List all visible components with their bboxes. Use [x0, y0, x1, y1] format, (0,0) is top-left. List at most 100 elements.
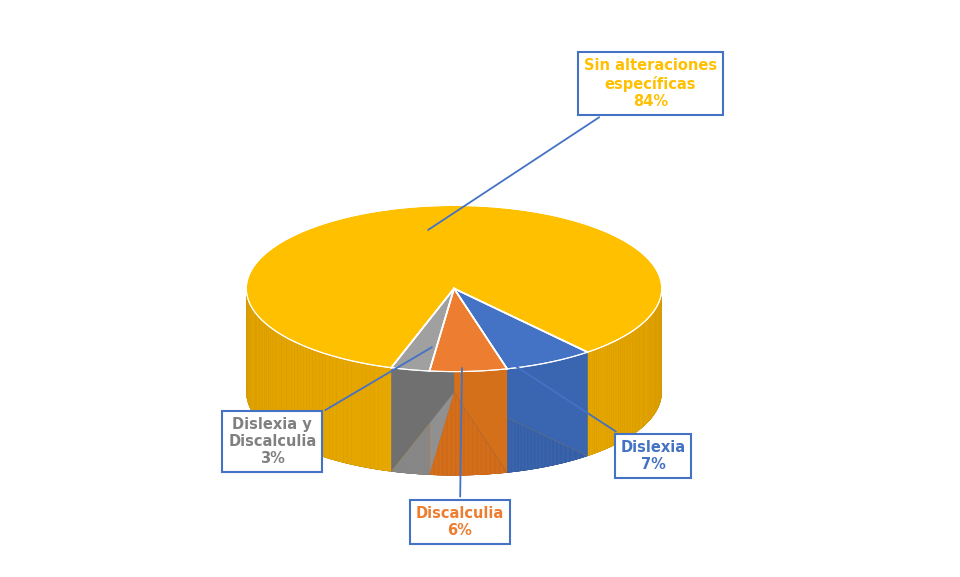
Polygon shape — [439, 372, 440, 475]
Polygon shape — [454, 288, 507, 473]
Polygon shape — [392, 288, 454, 371]
Polygon shape — [323, 353, 325, 458]
Polygon shape — [300, 344, 303, 449]
Polygon shape — [605, 344, 607, 449]
Polygon shape — [647, 318, 648, 423]
Polygon shape — [648, 317, 649, 422]
Polygon shape — [592, 350, 594, 455]
Polygon shape — [435, 371, 436, 475]
Polygon shape — [507, 352, 588, 473]
Polygon shape — [256, 314, 258, 420]
Polygon shape — [642, 323, 643, 428]
Polygon shape — [476, 371, 478, 475]
Text: Dislexia y
Discalculia
3%: Dislexia y Discalculia 3% — [228, 347, 432, 466]
Polygon shape — [578, 355, 579, 459]
Polygon shape — [344, 359, 348, 464]
Polygon shape — [454, 288, 507, 473]
Polygon shape — [442, 372, 443, 475]
Polygon shape — [557, 361, 558, 464]
Polygon shape — [574, 356, 576, 460]
Polygon shape — [306, 347, 309, 452]
Polygon shape — [521, 367, 523, 471]
Polygon shape — [482, 371, 483, 475]
Polygon shape — [429, 371, 431, 475]
Polygon shape — [638, 326, 639, 430]
Polygon shape — [639, 325, 641, 430]
Polygon shape — [512, 368, 513, 472]
Polygon shape — [298, 343, 300, 448]
Polygon shape — [631, 331, 633, 436]
Polygon shape — [529, 366, 530, 470]
Polygon shape — [502, 369, 503, 473]
Polygon shape — [547, 362, 548, 467]
Polygon shape — [443, 372, 444, 475]
Polygon shape — [601, 346, 603, 451]
Text: Discalculia
6%: Discalculia 6% — [416, 368, 504, 538]
Polygon shape — [561, 359, 562, 464]
Polygon shape — [517, 368, 518, 471]
Polygon shape — [624, 335, 626, 440]
Polygon shape — [479, 371, 480, 475]
Polygon shape — [258, 316, 259, 422]
Polygon shape — [587, 352, 588, 456]
Polygon shape — [613, 341, 615, 446]
Polygon shape — [490, 370, 491, 474]
Polygon shape — [594, 349, 596, 454]
Polygon shape — [612, 342, 613, 447]
Polygon shape — [636, 327, 638, 432]
Polygon shape — [581, 354, 582, 458]
Polygon shape — [535, 365, 536, 469]
Polygon shape — [572, 357, 573, 461]
Polygon shape — [336, 357, 340, 462]
Polygon shape — [292, 340, 295, 445]
Polygon shape — [596, 348, 599, 453]
Polygon shape — [518, 367, 520, 471]
Polygon shape — [363, 363, 367, 468]
Polygon shape — [621, 337, 622, 442]
Polygon shape — [573, 356, 574, 460]
Polygon shape — [569, 357, 570, 462]
Polygon shape — [460, 372, 461, 475]
Polygon shape — [371, 365, 374, 469]
Polygon shape — [461, 372, 462, 475]
Polygon shape — [454, 288, 588, 456]
Polygon shape — [281, 335, 284, 440]
Polygon shape — [471, 371, 472, 475]
Polygon shape — [387, 367, 392, 471]
Polygon shape — [484, 370, 486, 474]
Polygon shape — [432, 371, 433, 475]
Polygon shape — [507, 352, 588, 473]
Polygon shape — [436, 371, 437, 475]
Polygon shape — [626, 334, 628, 439]
Polygon shape — [565, 358, 566, 463]
Polygon shape — [486, 370, 487, 474]
Polygon shape — [475, 371, 476, 475]
Polygon shape — [507, 369, 509, 473]
Polygon shape — [584, 353, 586, 457]
Polygon shape — [247, 288, 392, 471]
Polygon shape — [527, 366, 529, 470]
Polygon shape — [455, 372, 457, 475]
Polygon shape — [523, 366, 524, 471]
Polygon shape — [259, 318, 261, 423]
Polygon shape — [429, 288, 454, 475]
Polygon shape — [586, 353, 587, 457]
Polygon shape — [450, 372, 451, 475]
Polygon shape — [458, 372, 460, 475]
Polygon shape — [454, 288, 588, 369]
Polygon shape — [555, 361, 557, 465]
Polygon shape — [545, 363, 547, 467]
Polygon shape — [539, 364, 540, 469]
Polygon shape — [275, 330, 276, 436]
Polygon shape — [325, 354, 329, 459]
Polygon shape — [445, 372, 446, 475]
Polygon shape — [392, 288, 454, 471]
Polygon shape — [645, 320, 646, 425]
Polygon shape — [255, 313, 256, 418]
Polygon shape — [633, 330, 634, 435]
Polygon shape — [495, 370, 497, 474]
Polygon shape — [440, 372, 442, 475]
Polygon shape — [568, 358, 569, 462]
Polygon shape — [526, 366, 527, 470]
Polygon shape — [247, 205, 661, 368]
